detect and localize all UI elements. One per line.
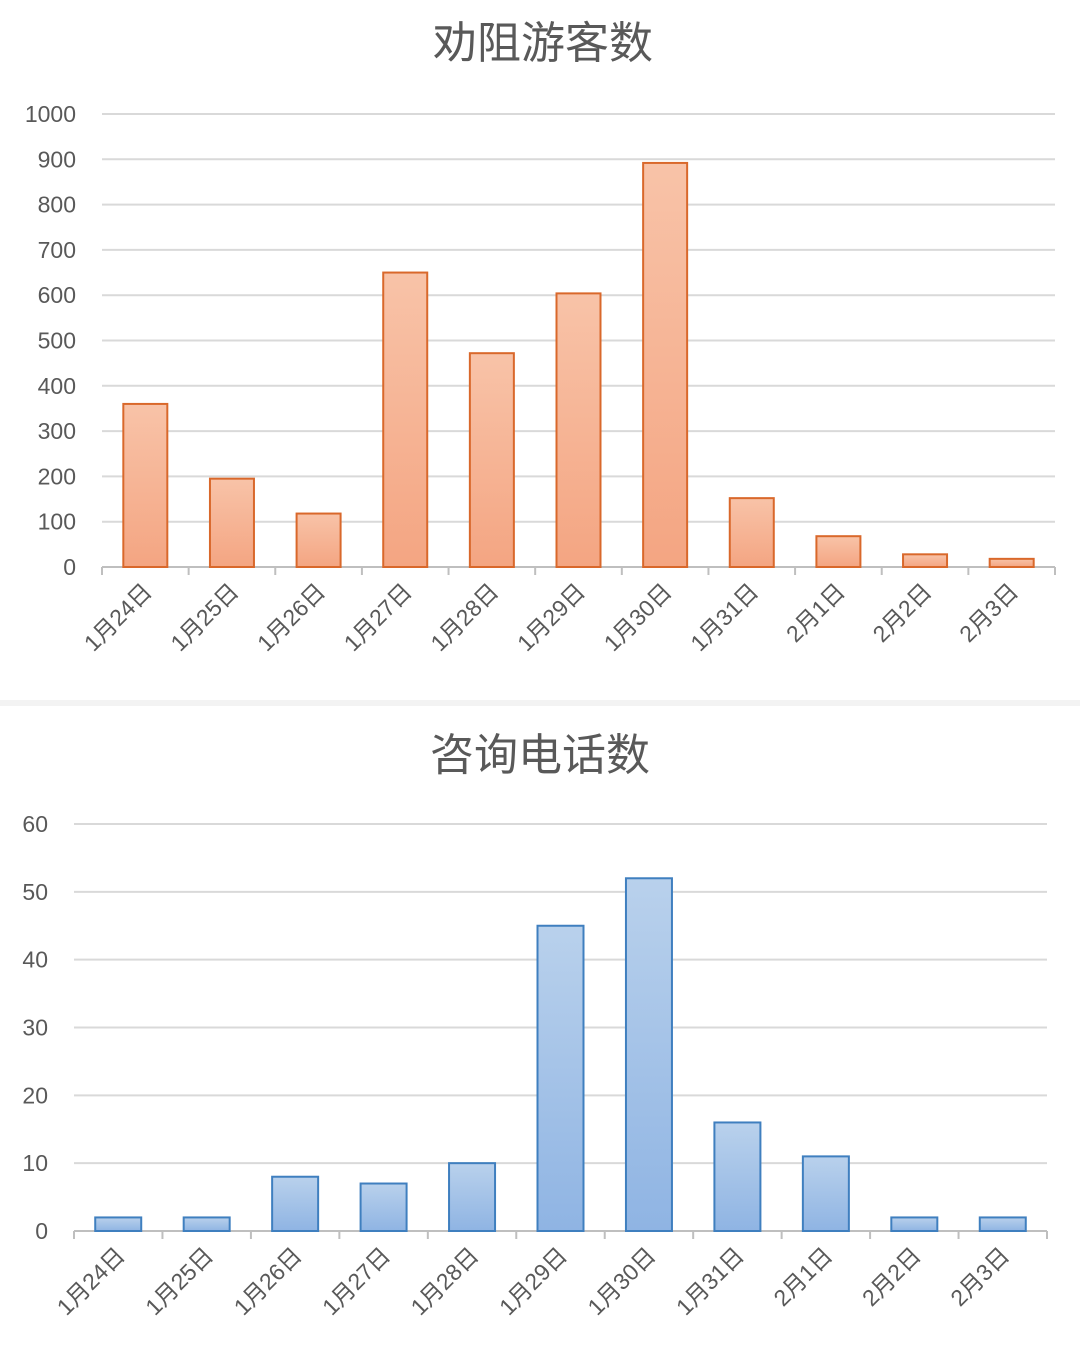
- chart-title: 劝阻游客数: [433, 19, 653, 68]
- x-tick-label: 1月28日: [425, 578, 503, 656]
- visitors-bar-chart: 劝阻游客数 0 100 200 300 400 500 600 700 800 900 1000 1月…: [25, 19, 1056, 656]
- x-tick-label: 1月27日: [339, 578, 417, 656]
- x-tick-label: 2月3日: [954, 578, 1023, 647]
- chart-title: 咨询电话数: [430, 731, 650, 780]
- bar: [988, 557, 1035, 569]
- bar: [801, 1155, 850, 1232]
- x-tick-label: 1月26日: [252, 578, 330, 656]
- bar: [536, 924, 585, 1232]
- bar: [902, 553, 949, 568]
- chart-panel-visitors: 劝阻游客数 0 100 200 300 400 500 600 700 800 900 1000 1月…: [25, 19, 1056, 656]
- y-tick-label: 1000: [25, 101, 76, 127]
- x-tick-label: 1月30日: [599, 578, 677, 656]
- x-tick-label: 1月31日: [685, 578, 763, 656]
- y-tick-label: 0: [35, 1218, 48, 1244]
- x-tick-label: 1月29日: [494, 1242, 572, 1320]
- y-tick-label: 900: [38, 146, 76, 172]
- y-tick-label: 500: [38, 328, 76, 354]
- y-tick-label: 600: [38, 282, 76, 308]
- bar: [271, 1175, 320, 1233]
- x-tick-label: 1月27日: [317, 1242, 395, 1320]
- bar: [94, 1216, 143, 1232]
- chart-separator: [0, 700, 1080, 706]
- x-tick-label: 1月25日: [165, 578, 243, 656]
- bar: [815, 535, 862, 568]
- x-tick-label: 2月1日: [781, 578, 850, 647]
- y-tick-label: 400: [38, 373, 76, 399]
- bar: [728, 497, 775, 569]
- y-tick-label: 60: [22, 811, 48, 837]
- bar: [713, 1121, 762, 1233]
- bar: [624, 877, 673, 1232]
- y-tick-label: 0: [63, 554, 76, 580]
- x-tick-label: 2月2日: [868, 578, 937, 647]
- x-tick-label: 1月25日: [140, 1242, 218, 1320]
- x-tick-label: 1月26日: [229, 1242, 307, 1320]
- y-tick-label: 200: [38, 463, 76, 489]
- bar: [182, 1216, 231, 1232]
- x-tick-label: 2月3日: [945, 1242, 1014, 1311]
- x-tick-label: 1月24日: [52, 1242, 130, 1320]
- y-tick-label: 100: [38, 509, 76, 535]
- y-tick-label: 40: [22, 947, 48, 973]
- x-tick-label: 1月30日: [582, 1242, 660, 1320]
- y-tick-label: 300: [38, 418, 76, 444]
- bar: [890, 1216, 939, 1232]
- bar: [382, 271, 429, 568]
- x-tick-label: 1月29日: [512, 578, 590, 656]
- x-tick-label: 2月1日: [768, 1242, 837, 1311]
- x-tick-label: 2月2日: [857, 1242, 926, 1311]
- chart-panel-calls: 咨询电话数 0 10 20 30 40 50 60 1月24日 1月25日 1月26日 1月27日 1…: [0, 706, 1080, 1364]
- bar: [468, 352, 515, 568]
- x-tick-label: 1月31日: [671, 1242, 749, 1320]
- bar: [978, 1216, 1027, 1232]
- y-tick-label: 50: [22, 879, 48, 905]
- bar: [448, 1162, 497, 1232]
- x-tick-label: 1月24日: [79, 578, 157, 656]
- bar: [208, 477, 255, 569]
- bar: [359, 1182, 408, 1232]
- y-tick-label: 30: [22, 1015, 48, 1041]
- bar: [295, 512, 342, 569]
- y-tick-label: 20: [22, 1082, 48, 1108]
- x-tick-label: 1月28日: [406, 1242, 484, 1320]
- y-tick-label: 10: [22, 1150, 48, 1176]
- y-tick-label: 700: [38, 237, 76, 263]
- bar: [555, 292, 602, 568]
- bar: [642, 161, 689, 568]
- y-tick-label: 800: [38, 192, 76, 218]
- bar: [122, 402, 169, 569]
